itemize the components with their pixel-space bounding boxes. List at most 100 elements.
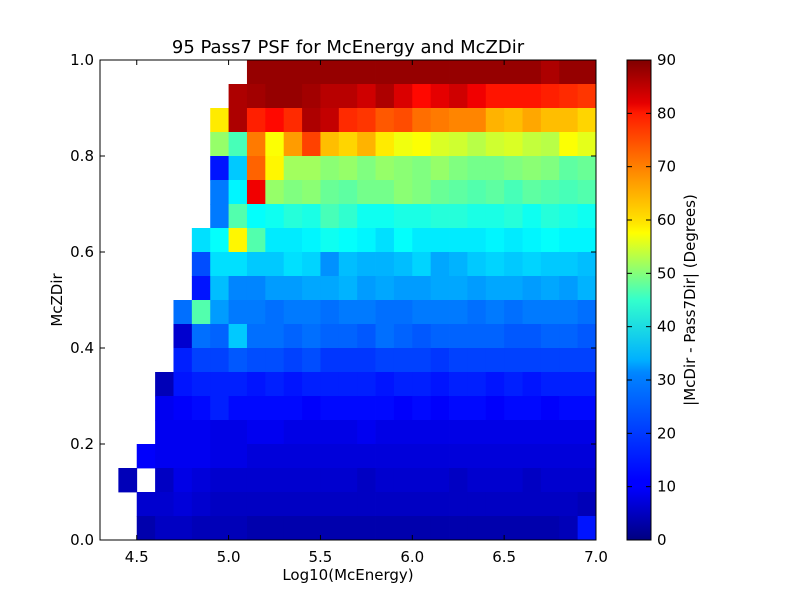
heatmap-cell (210, 228, 229, 253)
heatmap-cell (449, 444, 468, 469)
colorbar-tick-label: 30 (657, 371, 676, 389)
heatmap-cell (357, 372, 376, 397)
heatmap-cell (522, 300, 542, 325)
heatmap-cell (320, 108, 340, 133)
heatmap-cell (430, 396, 450, 421)
heatmap-cell (504, 276, 523, 301)
heatmap-cell (357, 108, 376, 133)
colorbar-tick-label: 80 (657, 104, 676, 122)
heatmap-cell (449, 252, 468, 277)
heatmap-cell (265, 108, 285, 133)
heatmap-cell (449, 156, 468, 181)
heatmap-cell (173, 492, 193, 517)
heatmap-cell (449, 372, 468, 397)
heatmap-cell (357, 516, 376, 541)
heatmap-cell (210, 444, 229, 469)
heatmap-cell (449, 276, 468, 301)
heatmap-cell (412, 228, 432, 253)
heatmap-cell (577, 84, 597, 109)
heatmap-cell (540, 324, 560, 349)
heatmap-cell (449, 204, 468, 229)
heatmap-cell (283, 420, 303, 445)
heatmap-cell (191, 300, 211, 325)
heatmap-cell (228, 228, 248, 253)
heatmap-cell (191, 348, 211, 373)
heatmap-cell (449, 228, 468, 253)
heatmap-cell (191, 396, 211, 421)
heatmap-cell (559, 324, 579, 349)
heatmap-cell (559, 108, 579, 133)
x-tick-label: 5.0 (217, 548, 241, 566)
heatmap-cell (246, 468, 266, 493)
heatmap-cell (265, 444, 285, 469)
heatmap-cell (504, 396, 523, 421)
heatmap-cell (155, 492, 174, 517)
heatmap-cell (173, 468, 193, 493)
heatmap-cell (246, 348, 266, 373)
heatmap-cell (228, 468, 248, 493)
heatmap-cell (430, 204, 450, 229)
y-tick-label: 0.4 (70, 339, 94, 357)
heatmap-cell (430, 300, 450, 325)
heatmap-cell (412, 132, 432, 157)
heatmap-cell (504, 468, 523, 493)
heatmap-cell (265, 204, 285, 229)
heatmap-cell (338, 204, 358, 229)
heatmap-cell (320, 84, 340, 109)
heatmap-cell (155, 444, 174, 469)
heatmap-cell (210, 156, 229, 181)
heatmap-cell (412, 252, 432, 277)
heatmap-cell (393, 132, 413, 157)
heatmap-cell (246, 132, 266, 157)
heatmap-cell (320, 420, 340, 445)
heatmap-cell (155, 468, 174, 493)
heatmap-cell (467, 348, 487, 373)
heatmap-cell (338, 420, 358, 445)
heatmap-cell (430, 420, 450, 445)
heatmap-cell (191, 372, 211, 397)
heatmap-cell (228, 204, 248, 229)
heatmap-cell (577, 276, 597, 301)
heatmap-cell (412, 60, 432, 85)
heatmap-cell (210, 108, 229, 133)
heatmap-cell (540, 348, 560, 373)
heatmap-cell (228, 252, 248, 277)
colorbar-tick-label: 20 (657, 424, 676, 442)
heatmap-cell (577, 156, 597, 181)
heatmap-cell (228, 396, 248, 421)
heatmap-cell (136, 444, 156, 469)
heatmap-cell (375, 300, 395, 325)
heatmap-cell (320, 396, 340, 421)
heatmap-cell (302, 156, 321, 181)
heatmap-cell (302, 108, 321, 133)
heatmap-cell (320, 204, 340, 229)
heatmap-cell (191, 420, 211, 445)
heatmap-cell (228, 180, 248, 205)
heatmap-cell (540, 516, 560, 541)
heatmap-cell (504, 60, 523, 85)
colorbar-tick-label: 70 (657, 158, 676, 176)
heatmap-cell (375, 420, 395, 445)
heatmap-cell (338, 468, 358, 493)
heatmap-cell (467, 276, 487, 301)
heatmap-cell (155, 516, 174, 541)
heatmap-cell (375, 516, 395, 541)
heatmap-cell (577, 108, 597, 133)
heatmap-cell (504, 372, 523, 397)
heatmap-cell (504, 156, 523, 181)
heatmap-cell (375, 276, 395, 301)
heatmap-cell (540, 444, 560, 469)
heatmap-cell (559, 276, 579, 301)
heatmap-cell (283, 252, 303, 277)
heatmap-cell (302, 84, 321, 109)
heatmap-cell (430, 156, 450, 181)
heatmap-cell (540, 108, 560, 133)
heatmap-cell (504, 324, 523, 349)
heatmap-cell (338, 300, 358, 325)
heatmap-cell (577, 444, 597, 469)
heatmap-cell (559, 300, 579, 325)
heatmap-cell (467, 108, 487, 133)
heatmap-cell (485, 60, 505, 85)
heatmap-cell (246, 324, 266, 349)
